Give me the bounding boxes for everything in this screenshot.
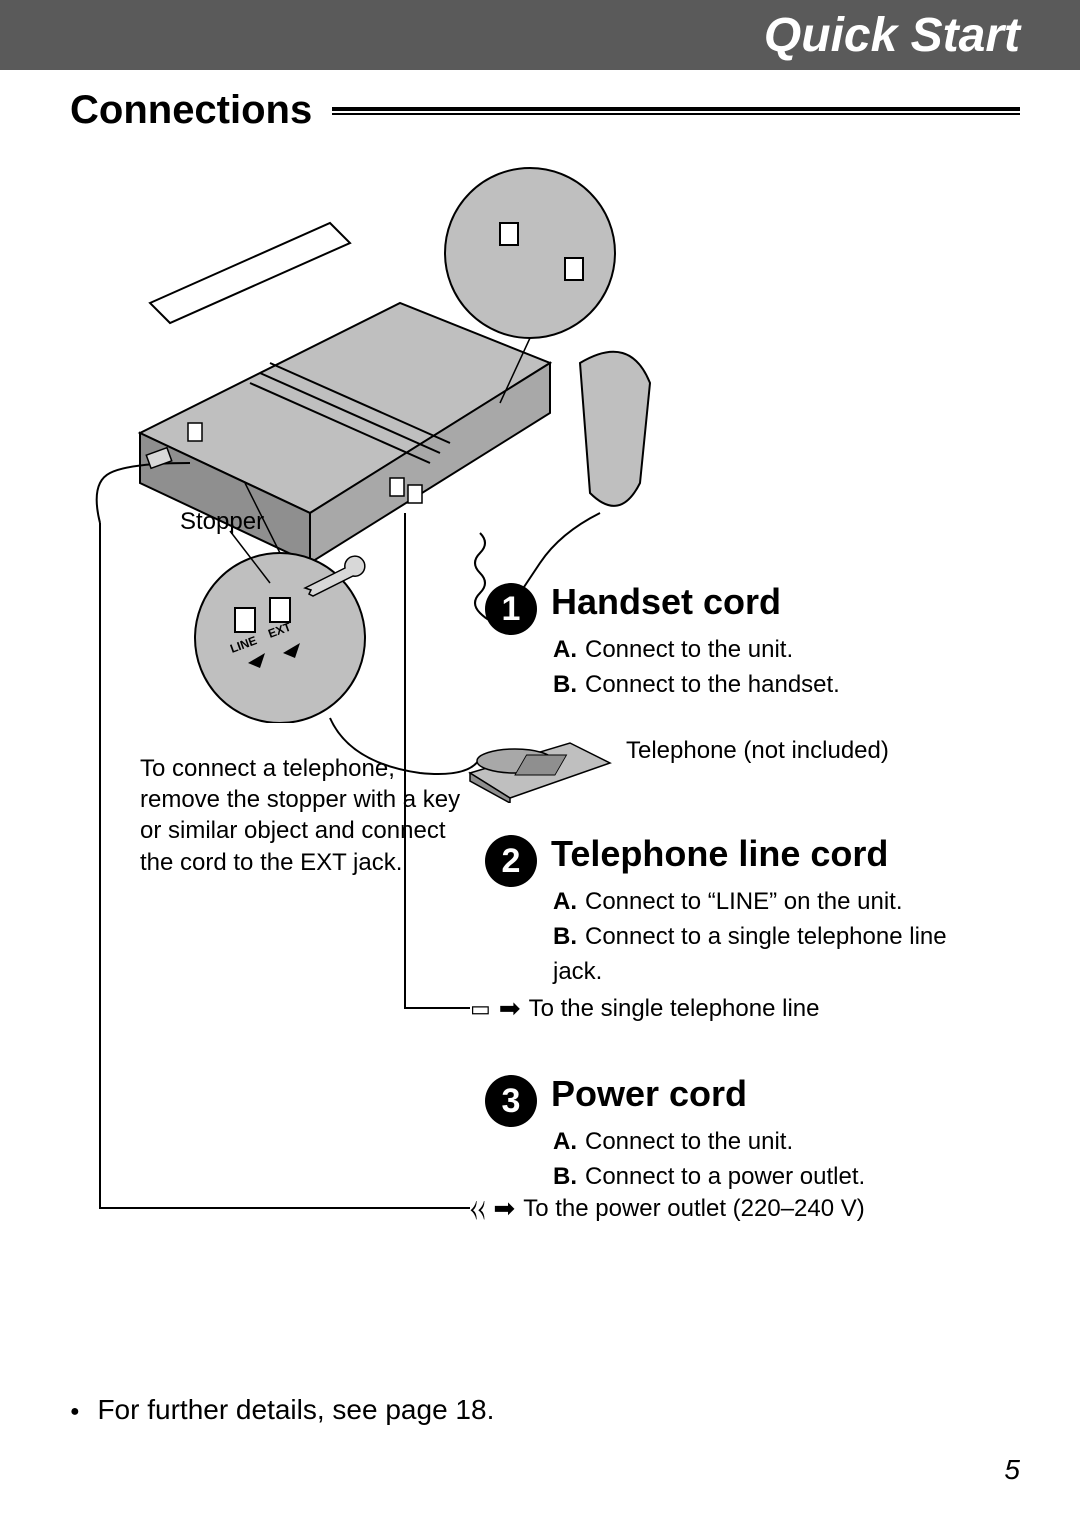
page-number: 5 [1004, 1454, 1020, 1486]
step-1-a-letter: A. [553, 636, 577, 663]
step-3: 3 Power cord A. Connect to the unit. B. Co… [485, 1073, 865, 1195]
header-title: Quick Start [764, 8, 1020, 63]
step-1-title: Handset cord [551, 581, 840, 623]
arrow-icon: ➡ [493, 1193, 515, 1224]
diagram-area: LINE EXT Stopper To connect a telephone,… [70, 163, 1020, 1223]
step-3-badge: 3 [485, 1075, 537, 1127]
phone-line-arrow-text: To the single telephone line [529, 995, 820, 1023]
power-arrow-text: To the power outlet (220–240 V) [523, 1195, 865, 1223]
step-2-title: Telephone line cord [551, 833, 963, 875]
step-1-b-text: Connect to the handset. [585, 671, 840, 698]
footer-note: For further details, see page 18. [70, 1394, 494, 1426]
ext-instruction: To connect a telephone, remove the stopp… [140, 753, 480, 878]
phone-line-arrow-note: ▭ ➡ To the single telephone line [470, 993, 819, 1024]
prong-icon: ⧼⧼ [470, 1196, 485, 1222]
step-3-title: Power cord [551, 1073, 865, 1115]
step-2-badge: 2 [485, 835, 537, 887]
step-3-a-text: Connect to the unit. [585, 1128, 793, 1155]
step-3-a-letter: A. [553, 1128, 577, 1155]
step-3-b-text: Connect to a power outlet. [585, 1163, 865, 1190]
telephone-icon [460, 723, 620, 803]
step-2-a-letter: A. [553, 888, 577, 915]
phone-not-included-label: Telephone (not included) [626, 737, 889, 765]
step-2-b-text: Connect to a single telephone line jack. [553, 923, 947, 985]
plug-icon: ▭ [470, 996, 491, 1022]
power-arrow-note: ⧼⧼ ➡ To the power outlet (220–240 V) [470, 1193, 865, 1224]
step-1: 1 Handset cord A. Connect to the unit. B.… [485, 581, 840, 703]
header-bar: Quick Start [0, 0, 1080, 70]
step-2-a-text: Connect to “LINE” on the unit. [585, 888, 903, 915]
step-1-b-letter: B. [553, 671, 577, 698]
arrow-icon: ➡ [499, 993, 521, 1024]
section-heading: Connections [70, 88, 1020, 133]
section-heading-text: Connections [70, 88, 312, 133]
step-2: 2 Telephone line cord A. Connect to “LINE… [485, 833, 963, 989]
footer-note-text: For further details, see page 18. [97, 1394, 494, 1425]
step-2-b-letter: B. [553, 923, 577, 950]
step-1-a-text: Connect to the unit. [585, 636, 793, 663]
section-rule [332, 107, 1020, 115]
step-1-badge: 1 [485, 583, 537, 635]
stopper-label: Stopper [180, 508, 264, 536]
step-3-b-letter: B. [553, 1163, 577, 1190]
